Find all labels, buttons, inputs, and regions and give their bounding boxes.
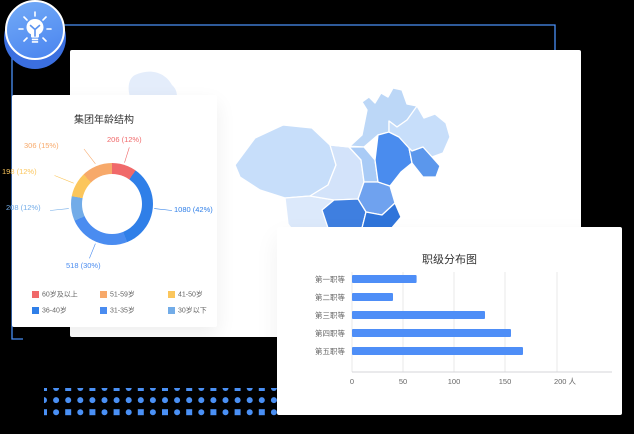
svg-text:第一职等: 第一职等 xyxy=(315,274,345,284)
svg-text:200 人: 200 人 xyxy=(554,377,577,386)
svg-text:50: 50 xyxy=(399,377,407,386)
svg-text:第二职等: 第二职等 xyxy=(315,292,345,302)
svg-text:150: 150 xyxy=(499,377,512,386)
svg-text:第三职等: 第三职等 xyxy=(315,310,345,320)
svg-text:0: 0 xyxy=(350,377,354,386)
svg-text:第四职等: 第四职等 xyxy=(315,328,345,338)
svg-text:第五职等: 第五职等 xyxy=(315,346,345,356)
svg-text:100: 100 xyxy=(448,377,461,386)
